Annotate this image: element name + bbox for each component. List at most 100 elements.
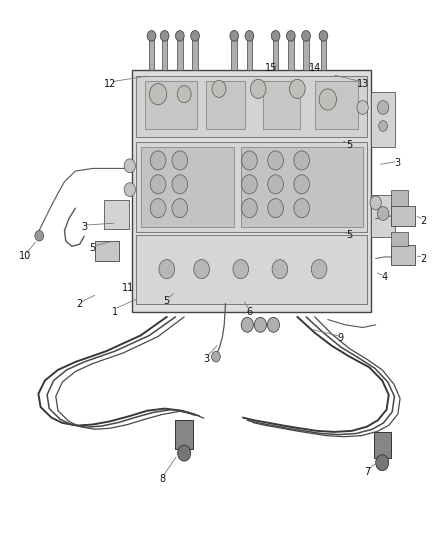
Bar	[141, 147, 234, 227]
Circle shape	[233, 260, 249, 279]
Circle shape	[191, 30, 199, 41]
Text: 5: 5	[346, 140, 353, 150]
Circle shape	[177, 86, 191, 103]
Circle shape	[294, 175, 310, 194]
Circle shape	[150, 199, 166, 217]
Bar	[303, 36, 309, 70]
Circle shape	[251, 79, 266, 99]
Bar	[240, 147, 363, 227]
Text: 2: 2	[420, 216, 427, 227]
Circle shape	[379, 120, 388, 131]
Bar	[371, 195, 395, 237]
Text: 11: 11	[121, 282, 134, 293]
Bar	[136, 142, 367, 232]
Circle shape	[254, 317, 266, 332]
Circle shape	[294, 151, 310, 170]
Circle shape	[159, 260, 175, 279]
Bar	[145, 81, 197, 128]
Circle shape	[286, 30, 295, 41]
Circle shape	[242, 199, 257, 217]
Circle shape	[212, 351, 220, 362]
Circle shape	[268, 199, 283, 217]
Circle shape	[268, 175, 283, 194]
Text: 3: 3	[203, 354, 209, 364]
Bar	[95, 241, 119, 261]
Circle shape	[176, 30, 184, 41]
Circle shape	[311, 260, 327, 279]
Bar	[149, 36, 154, 70]
Circle shape	[230, 30, 239, 41]
Circle shape	[124, 183, 135, 197]
Text: 14: 14	[309, 63, 321, 72]
Text: 8: 8	[159, 474, 166, 483]
Circle shape	[35, 230, 44, 241]
Bar	[321, 36, 326, 70]
Circle shape	[172, 199, 187, 217]
Circle shape	[357, 101, 368, 114]
Text: 2: 2	[77, 298, 83, 309]
Bar	[192, 36, 198, 70]
Bar	[231, 36, 237, 70]
Bar	[132, 70, 371, 312]
Circle shape	[147, 30, 156, 41]
Bar	[371, 92, 395, 147]
Text: 5: 5	[90, 243, 96, 253]
Circle shape	[378, 207, 389, 220]
Circle shape	[290, 79, 305, 99]
Circle shape	[160, 30, 169, 41]
Circle shape	[194, 260, 209, 279]
Bar	[162, 36, 167, 70]
Circle shape	[241, 317, 253, 332]
Circle shape	[212, 80, 226, 98]
Bar	[176, 420, 193, 449]
Text: 12: 12	[104, 78, 117, 88]
Circle shape	[272, 260, 288, 279]
Bar	[391, 206, 415, 225]
Bar	[206, 81, 245, 128]
Circle shape	[150, 151, 166, 170]
Bar	[391, 245, 415, 265]
Bar	[247, 36, 252, 70]
Circle shape	[319, 89, 336, 110]
Text: 5: 5	[164, 296, 170, 306]
Circle shape	[302, 30, 311, 41]
Text: 3: 3	[394, 158, 400, 168]
Circle shape	[172, 151, 187, 170]
Bar	[374, 432, 391, 458]
Bar	[177, 36, 183, 70]
Bar	[104, 200, 129, 229]
Circle shape	[172, 175, 187, 194]
Circle shape	[242, 151, 257, 170]
Bar	[391, 190, 408, 206]
Text: 15: 15	[265, 63, 277, 72]
Circle shape	[150, 175, 166, 194]
Bar	[288, 36, 293, 70]
Bar	[391, 231, 408, 246]
Circle shape	[378, 101, 389, 114]
Text: 5: 5	[346, 230, 353, 240]
Circle shape	[370, 196, 381, 210]
Text: 9: 9	[338, 333, 344, 343]
Circle shape	[319, 30, 328, 41]
Text: 4: 4	[381, 272, 388, 282]
Circle shape	[124, 159, 135, 173]
Circle shape	[242, 175, 257, 194]
Text: 2: 2	[420, 254, 427, 263]
Circle shape	[294, 199, 310, 217]
Bar	[273, 36, 279, 70]
Circle shape	[149, 84, 167, 105]
Text: 13: 13	[357, 78, 369, 88]
Text: 10: 10	[19, 251, 32, 261]
Circle shape	[268, 151, 283, 170]
Circle shape	[376, 455, 389, 471]
Bar	[136, 76, 367, 136]
Circle shape	[178, 445, 191, 461]
Text: 3: 3	[81, 222, 87, 232]
Circle shape	[271, 30, 280, 41]
Circle shape	[245, 30, 254, 41]
Circle shape	[267, 317, 279, 332]
Text: 1: 1	[112, 306, 118, 317]
Text: 6: 6	[247, 306, 253, 317]
Bar	[315, 81, 358, 128]
Bar	[262, 81, 300, 128]
